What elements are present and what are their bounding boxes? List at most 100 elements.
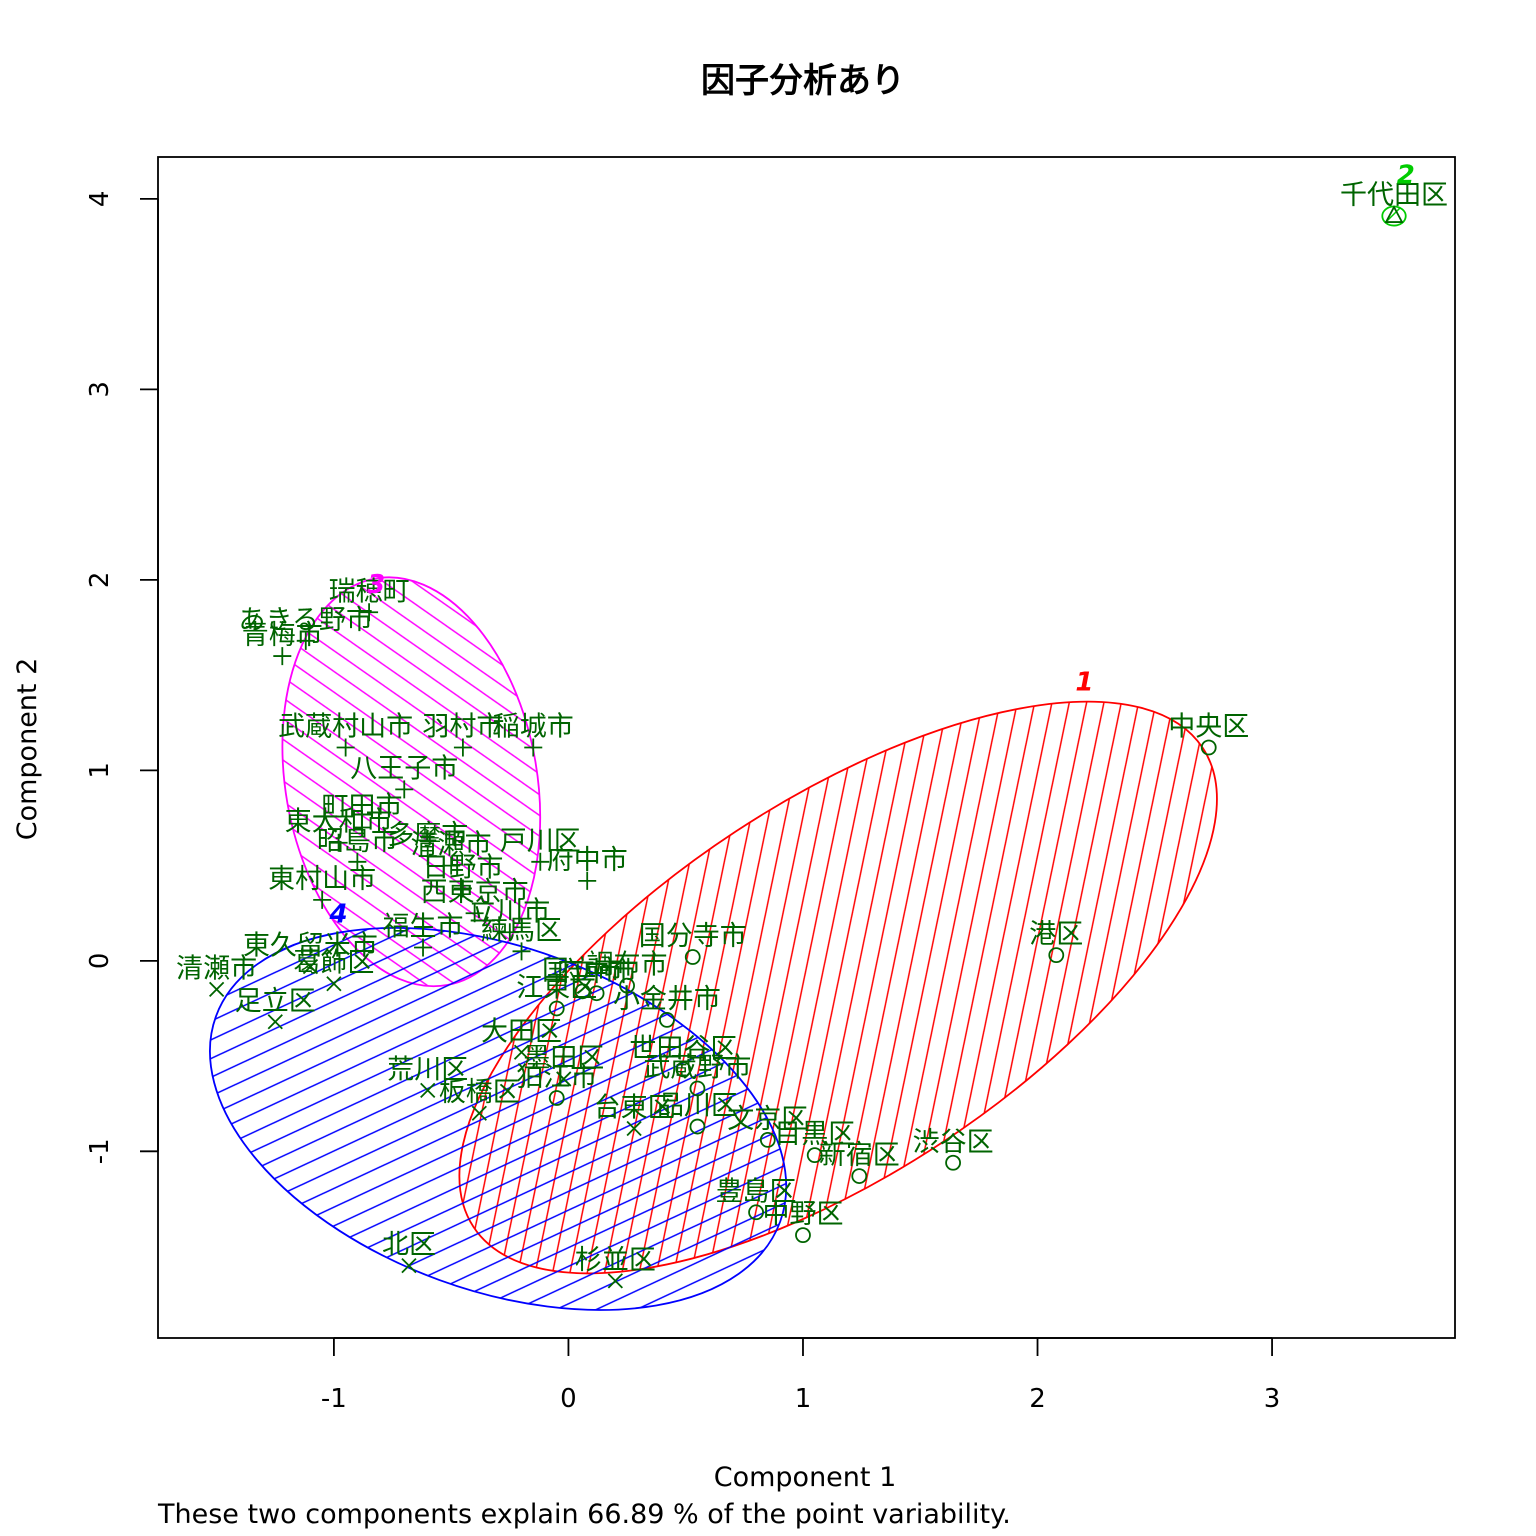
point-marker — [1200, 739, 1217, 756]
point-label: 足立区 — [235, 986, 316, 1017]
y-tick-label: 2 — [85, 572, 115, 589]
point-marker — [689, 1118, 706, 1135]
point-label: 千代田区 — [1340, 180, 1448, 211]
point-marker — [273, 647, 292, 666]
point-marker — [548, 1000, 565, 1017]
point-label: 青梅市 — [242, 620, 323, 651]
y-tick-label: 4 — [85, 191, 115, 208]
point-marker — [442, 856, 461, 875]
point-marker — [574, 983, 591, 1000]
point-label: 稲城市 — [493, 712, 574, 743]
point-label: 杉並区 — [575, 1245, 656, 1276]
point-marker — [1048, 947, 1065, 964]
point-marker — [453, 879, 472, 898]
point-marker — [556, 1071, 572, 1087]
point-label: 品川区 — [657, 1091, 738, 1122]
point-label: 羽村市 — [422, 712, 503, 743]
point-label: 新宿区 — [819, 1140, 900, 1171]
point-label: 台東区 — [594, 1092, 675, 1123]
y-tick-label: 3 — [85, 381, 115, 398]
point-marker — [548, 1090, 565, 1106]
point-label: 府中市 — [547, 845, 628, 876]
point-marker — [465, 904, 484, 923]
point-label: 北区 — [382, 1230, 436, 1261]
point-label: 日野市 — [422, 852, 503, 883]
point-marker — [353, 818, 372, 837]
point-label: 国立市 — [542, 955, 623, 986]
point-label: 目黒区 — [774, 1119, 855, 1150]
point-label: 調布市 — [587, 950, 668, 981]
point-label: 昭島市 — [317, 826, 398, 857]
chart-title: 因子分析あり — [701, 61, 905, 101]
point-marker — [313, 890, 332, 909]
point-marker — [795, 1227, 811, 1244]
point-marker — [208, 981, 225, 998]
point-label: 清瀬市 — [411, 830, 492, 861]
x-tick-label: -1 — [321, 1384, 347, 1414]
y-tick-label: 1 — [85, 762, 115, 779]
point-marker — [414, 938, 433, 957]
point-label: 府中市 — [556, 957, 637, 988]
point-label: 武蔵野市 — [643, 1052, 751, 1083]
point-marker — [619, 977, 635, 994]
point-label: あきる野市 — [239, 605, 373, 636]
cluster-number-label: 4 — [329, 900, 348, 930]
point-marker — [267, 1014, 283, 1030]
point-label: 福生市 — [383, 912, 464, 943]
point-marker — [689, 1080, 706, 1097]
y-tick-label: 0 — [85, 953, 115, 970]
x-tick-label: 1 — [795, 1384, 812, 1414]
point-label: 八王子市 — [350, 753, 458, 784]
cluster-number-label: 2 — [1397, 161, 1415, 191]
point-marker — [626, 1120, 642, 1137]
point-label: 小金井市 — [613, 984, 721, 1015]
y-axis: -1 0 1 2 3 4 — [85, 191, 159, 1164]
point-label: 葛飾区 — [293, 948, 374, 979]
point-marker — [329, 833, 348, 852]
y-tick-label: -1 — [85, 1138, 115, 1164]
point-label: 荒川区 — [387, 1054, 468, 1085]
point-marker — [360, 603, 379, 622]
point-label: 文京区 — [727, 1104, 808, 1135]
x-axis-label: Component 1 — [714, 1462, 897, 1493]
point-label: 練馬区 — [481, 915, 562, 946]
point-label: 瑞穂町 — [329, 576, 410, 607]
cluster-ellipses — [209, 205, 1407, 1311]
point-marker — [851, 1168, 868, 1184]
point-marker — [675, 1061, 692, 1078]
point-marker — [296, 631, 315, 650]
point-marker — [512, 942, 531, 961]
point-label: 中野区 — [762, 1199, 843, 1230]
point-marker — [684, 949, 701, 965]
y-axis-label: Component 2 — [12, 658, 43, 841]
point-marker — [302, 958, 319, 975]
point-label: 国分寺市 — [639, 921, 747, 952]
point-label: 立川市 — [469, 896, 550, 927]
point-label: 東村山市 — [268, 864, 376, 895]
point-marker — [607, 1273, 623, 1289]
point-marker — [748, 1204, 764, 1221]
point-label: 町田市 — [322, 792, 403, 823]
point-marker — [513, 1044, 530, 1060]
point-label: 中央区 — [1168, 712, 1249, 743]
point-marker — [420, 1082, 436, 1099]
point-label: 世田谷区 — [629, 1033, 737, 1064]
point-marker — [348, 852, 367, 871]
point-marker — [401, 1257, 417, 1274]
cluster-labels: 1 2 3 4 — [329, 161, 1415, 930]
point-label: 板橋区 — [439, 1077, 520, 1108]
x-axis: -1 0 1 2 3 — [321, 1337, 1281, 1414]
point-marker — [326, 976, 342, 992]
point-label: 武蔵村山市 — [278, 712, 413, 743]
point-label: 狛江市 — [516, 1062, 597, 1093]
cluster-number-label: 1 — [1075, 667, 1093, 697]
point-label: 江東区 — [516, 972, 597, 1003]
point-marker — [578, 871, 597, 890]
point-marker — [471, 1105, 487, 1121]
point-marker — [659, 1011, 675, 1028]
x-tick-label: 2 — [1029, 1384, 1046, 1414]
point-marker — [395, 780, 414, 799]
point-marker — [806, 1147, 823, 1164]
x-tick-label: 3 — [1264, 1384, 1281, 1414]
